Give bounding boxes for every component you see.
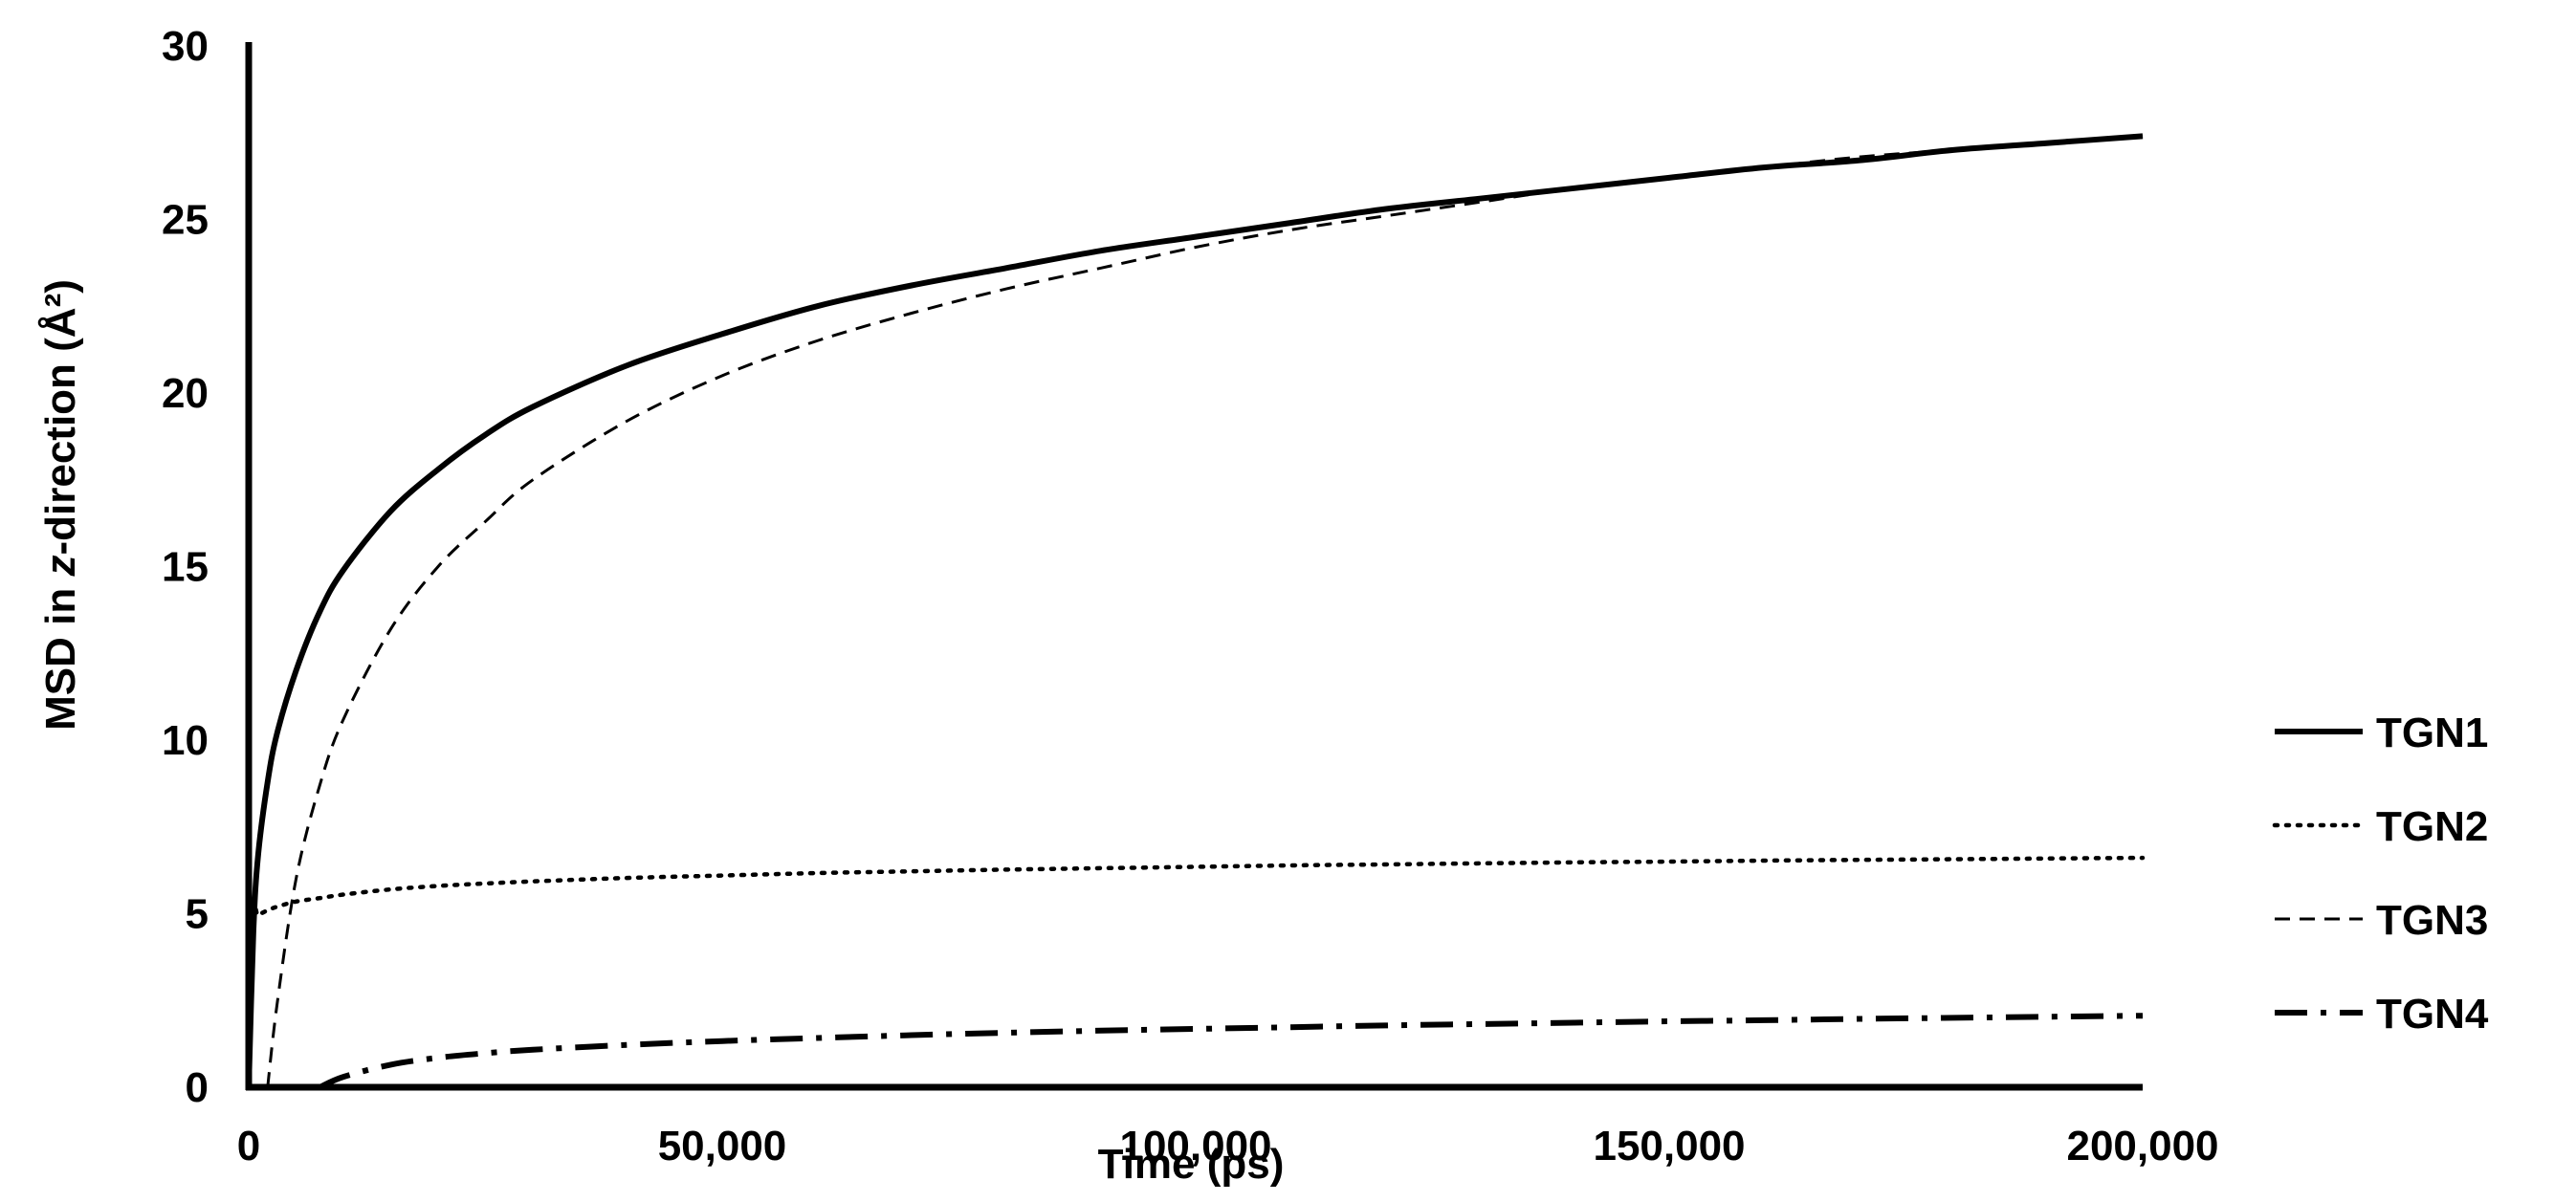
legend-label-tgn1: TGN1 <box>2376 710 2488 756</box>
y-axis-title-part-2: -direction (Å²) <box>37 279 84 555</box>
y-axis-title: MSD in z-direction (Å²) <box>37 279 84 731</box>
x-tick-label: 50,000 <box>658 1123 787 1169</box>
x-tick-label: 0 <box>237 1123 260 1169</box>
x-tick-label: 200,000 <box>2066 1123 2218 1169</box>
series-line-tgn1 <box>246 133 2144 1088</box>
y-tick-label: 20 <box>162 370 209 417</box>
y-tick-label: 10 <box>162 717 209 764</box>
y-tick-labels: 0 5 10 15 20 25 30 <box>162 23 209 1111</box>
y-tick-label: 0 <box>186 1064 209 1111</box>
y-tick-label: 5 <box>186 891 209 938</box>
y-tick-label: 30 <box>162 23 209 70</box>
legend-label-tgn4: TGN4 <box>2376 991 2489 1038</box>
series-line-tgn4 <box>319 1013 2144 1090</box>
x-tick-label: 100,000 <box>1119 1123 1271 1169</box>
legend-label-tgn3: TGN3 <box>2376 897 2488 944</box>
x-axis-title: Time (ps) <box>1098 1141 1285 1188</box>
series-line-tgn2 <box>246 855 2146 1090</box>
legend: TGN1 TGN2 TGN3 TGN4 <box>2272 710 2489 1038</box>
x-tick-labels: 0 50,000 100,000 150,000 200,000 <box>237 1123 2219 1169</box>
y-tick-label: 25 <box>162 197 209 244</box>
y-axis-title-part-1: MSD in <box>37 577 84 731</box>
plot-area <box>246 133 2146 1090</box>
series-line-tgn3 <box>266 134 2144 1088</box>
legend-label-tgn2: TGN2 <box>2376 803 2488 850</box>
y-axis-title-italic: z <box>37 556 84 578</box>
x-tick-label: 150,000 <box>1593 1123 1745 1169</box>
y-tick-label: 15 <box>162 544 209 591</box>
